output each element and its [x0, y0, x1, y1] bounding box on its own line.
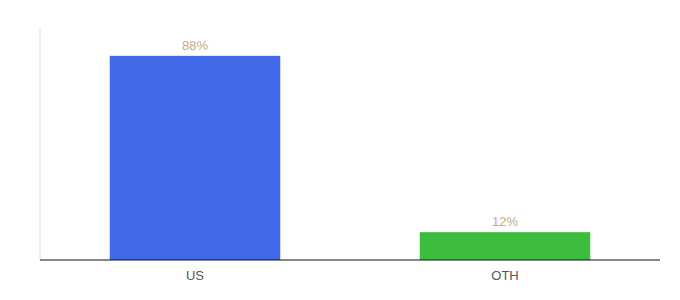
- bar: [110, 56, 281, 260]
- data-label: 88%: [182, 38, 208, 53]
- bar: [420, 232, 591, 260]
- y-axis-line: [40, 28, 41, 260]
- x-tick-label: OTH: [491, 268, 518, 283]
- data-label: 12%: [492, 214, 518, 229]
- chart-svg: 88% 12% US OTH: [0, 0, 680, 300]
- x-tick-labels: US OTH: [186, 268, 519, 283]
- chart-container: 88% 12% US OTH: [0, 0, 680, 300]
- x-axis-line: [40, 259, 660, 260]
- x-tick-label: US: [186, 268, 204, 283]
- data-labels: 88% 12%: [182, 38, 518, 229]
- bars: [110, 56, 591, 260]
